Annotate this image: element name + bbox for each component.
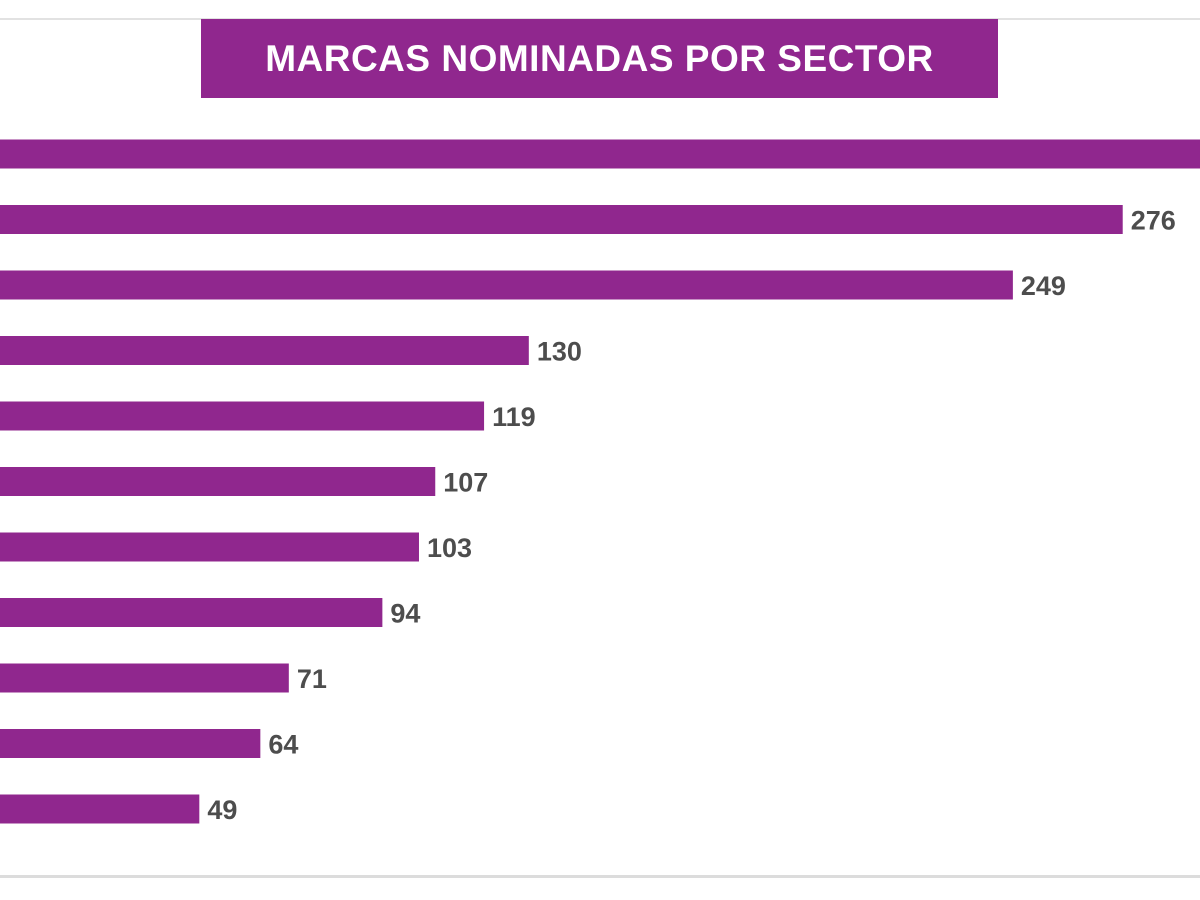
bar-4	[0, 336, 529, 365]
bar-11	[0, 794, 200, 824]
bar-value-label-9: 71	[297, 664, 327, 694]
bar-value-label-10: 64	[268, 730, 298, 760]
bar-value-label-11: 49	[207, 795, 237, 825]
bar-value-label-3: 249	[1021, 271, 1066, 301]
title-banner: MARCAS NOMINADAS POR SECTOR	[201, 19, 998, 98]
bar-value-label-8: 94	[390, 599, 420, 629]
bar-2	[0, 205, 1123, 234]
bar-8	[0, 598, 383, 627]
bar-value-label-2: 276	[1131, 206, 1176, 236]
bar-10	[0, 729, 261, 758]
bar-7	[0, 532, 419, 562]
bottom-divider	[0, 875, 1200, 878]
bar-6	[0, 467, 436, 496]
bar-1	[0, 139, 1200, 169]
bar-5	[0, 401, 485, 431]
bar-value-label-6: 107	[443, 468, 488, 498]
bar-value-label-4: 130	[537, 337, 582, 367]
bar-value-label-5: 119	[492, 402, 536, 432]
chart-title: MARCAS NOMINADAS POR SECTOR	[265, 37, 934, 79]
bar-9	[0, 663, 289, 693]
bar-value-label-7: 103	[427, 533, 472, 563]
bar-3	[0, 270, 1013, 300]
